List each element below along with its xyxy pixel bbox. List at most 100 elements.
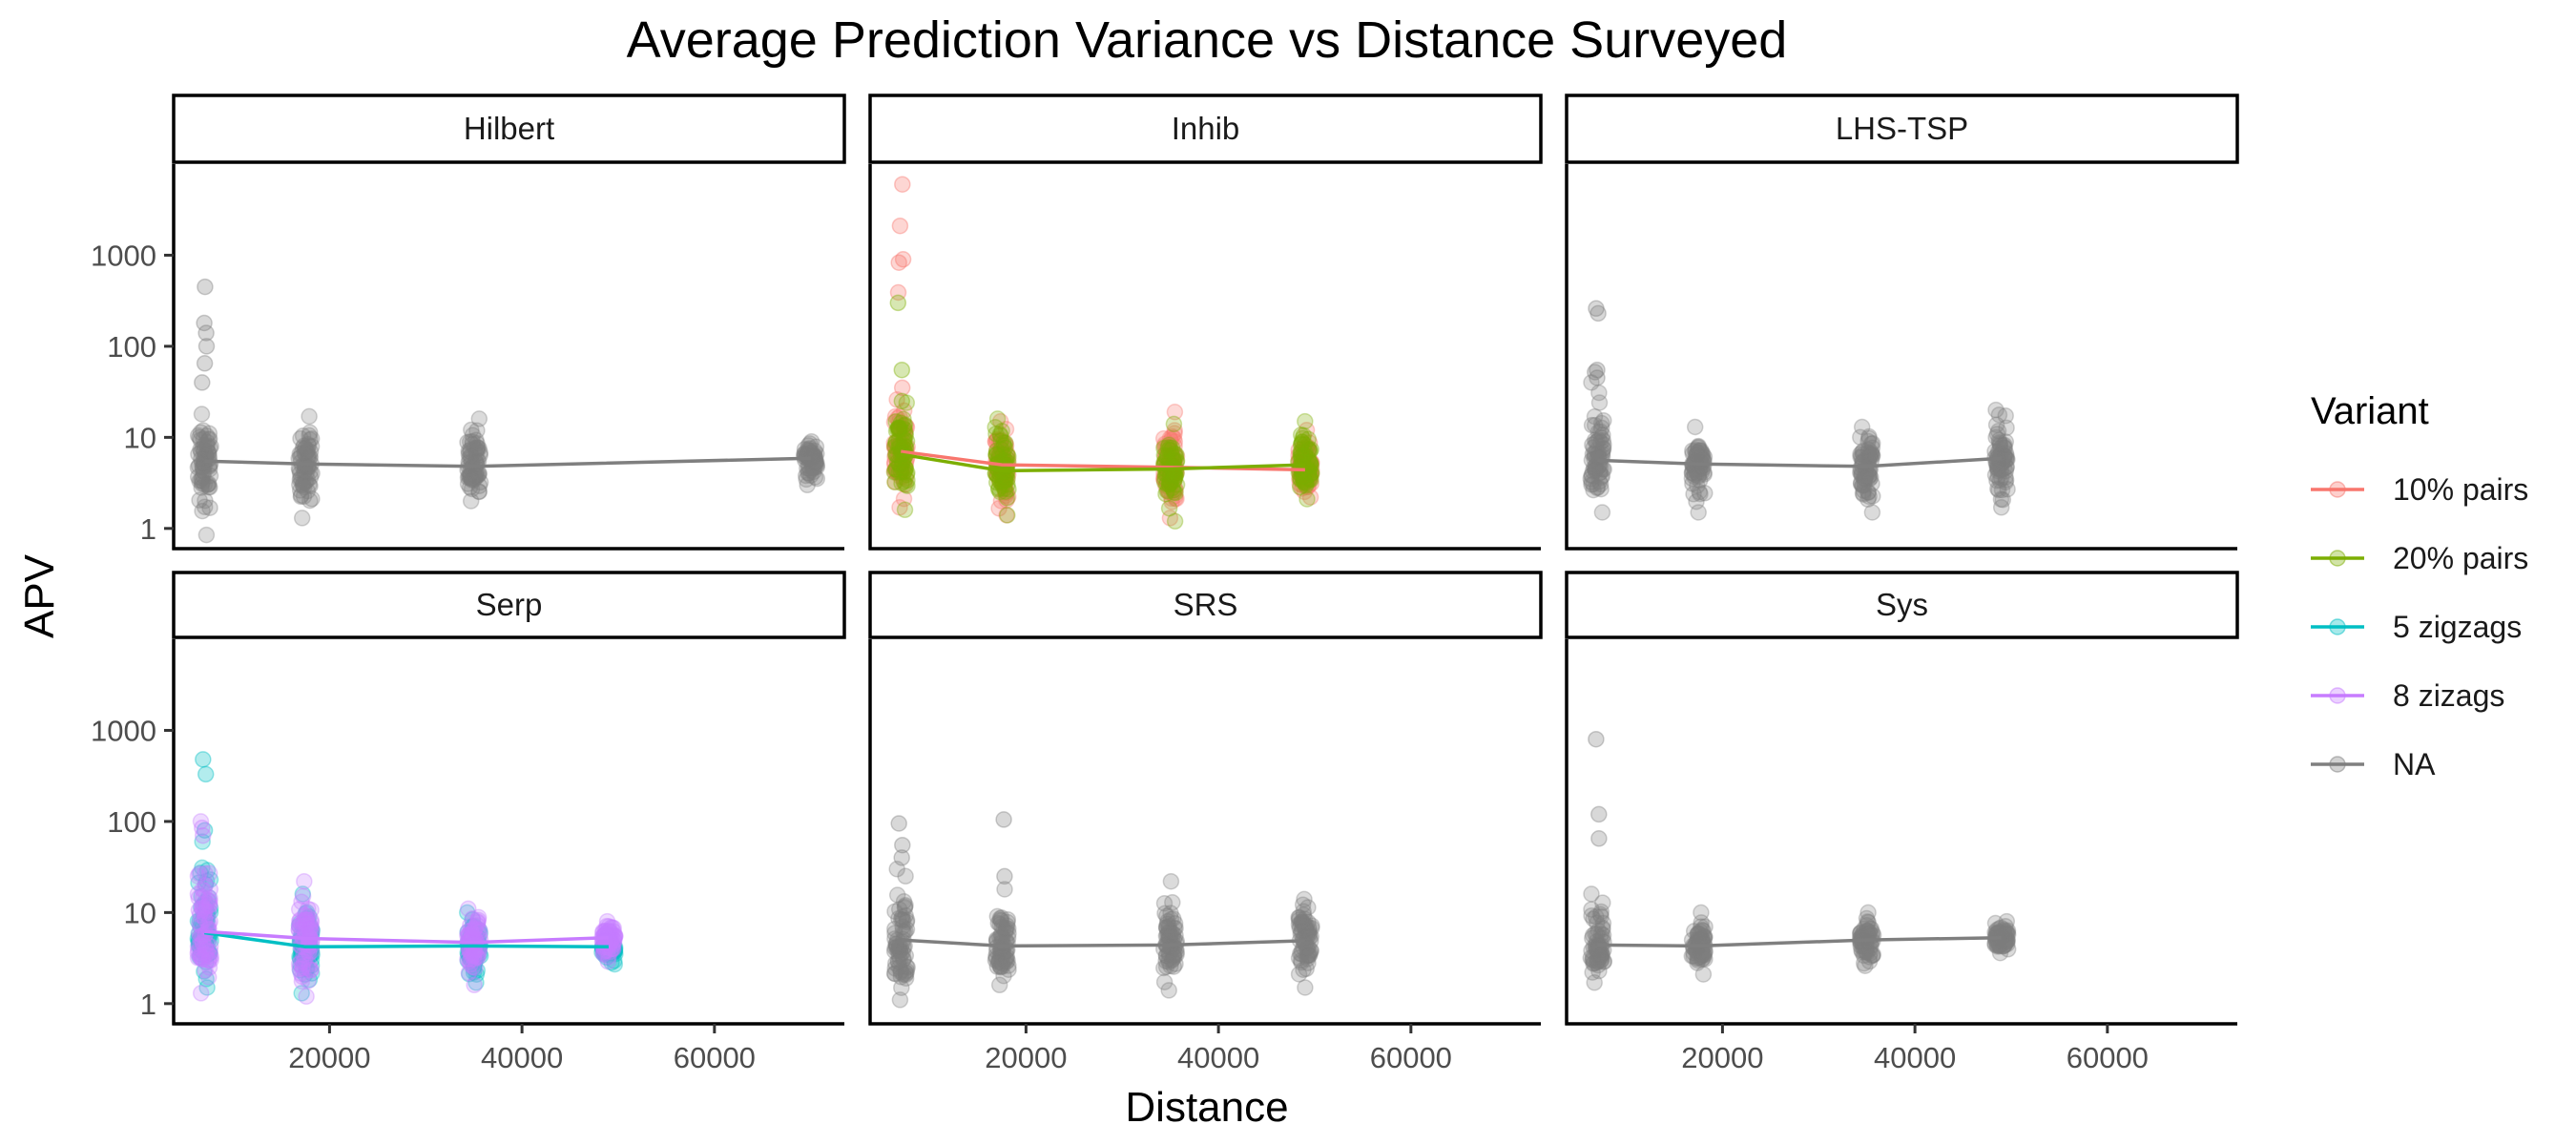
point-hilbert-na xyxy=(201,499,218,516)
outlier-point-inhib-10-pairs xyxy=(894,176,911,193)
point-inhib-20-pairs xyxy=(990,479,1008,497)
x-tick-label: 60000 xyxy=(1370,1041,1452,1074)
point-inhib-10-pairs xyxy=(1298,471,1316,489)
point-inhib-20-pairs xyxy=(1159,447,1176,465)
point-inhib-10-pairs xyxy=(1298,440,1316,457)
point-hilbert-na xyxy=(468,467,486,485)
point-hilbert-na xyxy=(468,439,487,456)
point-serp-5-zigzags xyxy=(190,937,208,954)
point-lhs-tsp-na xyxy=(1853,464,1870,481)
point-inhib-20-pairs xyxy=(1162,473,1179,490)
point-hilbert-na xyxy=(801,440,819,457)
outlier-point-inhib-20-pairs xyxy=(889,294,907,312)
point-hilbert-na xyxy=(194,502,211,520)
points-lhs-tsp xyxy=(1582,300,2016,521)
point-serp-8-zizags xyxy=(293,952,310,970)
point-lhs-tsp-na xyxy=(1994,436,2012,454)
point-hilbert-na xyxy=(471,444,488,462)
point-serp-8-zizags xyxy=(201,881,219,898)
point-lhs-tsp-na xyxy=(1687,441,1705,459)
point-hilbert-na xyxy=(291,482,309,499)
point-inhib-10-pairs xyxy=(1301,452,1319,470)
point-lhs-tsp-na xyxy=(1996,439,2014,457)
point-inhib-10-pairs xyxy=(1159,483,1177,500)
point-lhs-tsp-na xyxy=(1585,475,1602,493)
point-inhib-10-pairs xyxy=(997,487,1014,505)
point-inhib-10-pairs xyxy=(1168,489,1185,508)
outlier-point-hilbert-na xyxy=(196,314,213,332)
outlier-point-serp-8-zizags xyxy=(194,826,212,844)
point-hilbert-na xyxy=(460,468,478,485)
point-lhs-tsp-na xyxy=(1592,414,1610,432)
point-lhs-tsp-na xyxy=(1989,480,2006,498)
point-inhib-10-pairs xyxy=(1303,454,1320,471)
point-hilbert-na xyxy=(193,443,210,461)
point-inhib-10-pairs xyxy=(993,447,1010,464)
point-lhs-tsp-na xyxy=(1990,481,2007,499)
point-inhib-20-pairs xyxy=(888,421,906,438)
point-inhib-10-pairs xyxy=(885,413,904,431)
point-inhib-20-pairs xyxy=(1160,500,1178,517)
point-inhib-20-pairs xyxy=(1167,448,1185,466)
outlier-point-serp-5-zigzags xyxy=(195,751,212,768)
point-serp-5-zigzags xyxy=(199,888,218,906)
point-inhib-20-pairs xyxy=(891,422,908,440)
outlier-point-lhs-tsp-na xyxy=(1588,300,1605,318)
point-serp-5-zigzags xyxy=(192,864,209,882)
point-hilbert-na xyxy=(193,479,210,496)
point-lhs-tsp-na xyxy=(1583,416,1601,434)
point-hilbert-na xyxy=(468,451,487,469)
y-tick-label: 1000 xyxy=(91,239,156,272)
point-lhs-tsp-na xyxy=(1993,462,2010,479)
legend-key-point xyxy=(2329,481,2346,498)
point-inhib-10-pairs xyxy=(1161,446,1178,463)
point-sys-na xyxy=(1690,949,1707,967)
point-lhs-tsp-na xyxy=(1859,441,1878,459)
point-serp-8-zizags xyxy=(192,985,210,1002)
point-inhib-20-pairs xyxy=(898,432,916,450)
point-lhs-tsp-na xyxy=(1987,401,2005,419)
point-inhib-10-pairs xyxy=(992,447,1010,464)
point-inhib-20-pairs xyxy=(1302,441,1319,458)
point-serp-5-zigzags xyxy=(199,905,217,923)
outlier-point-lhs-tsp-na xyxy=(1589,369,1606,386)
point-hilbert-na xyxy=(462,443,479,461)
point-hilbert-na xyxy=(462,448,480,465)
point-lhs-tsp-na xyxy=(1586,416,1604,434)
point-lhs-tsp-na xyxy=(1583,476,1600,493)
point-lhs-tsp-na xyxy=(1684,445,1701,463)
point-lhs-tsp-na xyxy=(1686,461,1703,478)
point-inhib-10-pairs xyxy=(894,468,911,486)
point-inhib-10-pairs xyxy=(1166,422,1183,439)
mean-line-lhs-tsp-na xyxy=(1597,456,2003,468)
point-lhs-tsp-na xyxy=(1688,465,1706,482)
point-inhib-20-pairs xyxy=(998,468,1015,485)
point-hilbert-na xyxy=(294,476,312,493)
point-inhib-10-pairs xyxy=(991,444,1008,461)
point-hilbert-na xyxy=(461,479,479,496)
point-lhs-tsp-na xyxy=(1590,472,1609,490)
point-lhs-tsp-na xyxy=(1691,442,1709,459)
point-hilbert-na xyxy=(470,483,488,501)
point-inhib-20-pairs xyxy=(996,434,1014,451)
mean-line-hilbert-na xyxy=(204,456,811,468)
point-hilbert-na xyxy=(464,433,481,450)
x-tick-label: 20000 xyxy=(288,1041,370,1074)
point-inhib-20-pairs xyxy=(897,427,915,444)
point-inhib-10-pairs xyxy=(888,460,905,478)
point-hilbert-na xyxy=(196,442,213,460)
point-inhib-20-pairs xyxy=(1300,469,1319,488)
point-hilbert-na xyxy=(805,459,823,477)
point-hilbert-na xyxy=(800,448,818,465)
point-lhs-tsp-na xyxy=(1988,459,2006,477)
point-srs-na xyxy=(1155,894,1174,912)
point-inhib-10-pairs xyxy=(886,473,904,490)
point-inhib-20-pairs xyxy=(1297,412,1314,430)
outlier-point-lhs-tsp-na xyxy=(1589,361,1606,379)
point-inhib-20-pairs xyxy=(1167,484,1184,502)
point-inhib-10-pairs xyxy=(1294,476,1312,494)
point-lhs-tsp-na xyxy=(1585,439,1603,456)
point-inhib-10-pairs xyxy=(1299,478,1317,496)
point-hilbert-na xyxy=(200,425,218,442)
point-hilbert-na xyxy=(467,446,485,463)
